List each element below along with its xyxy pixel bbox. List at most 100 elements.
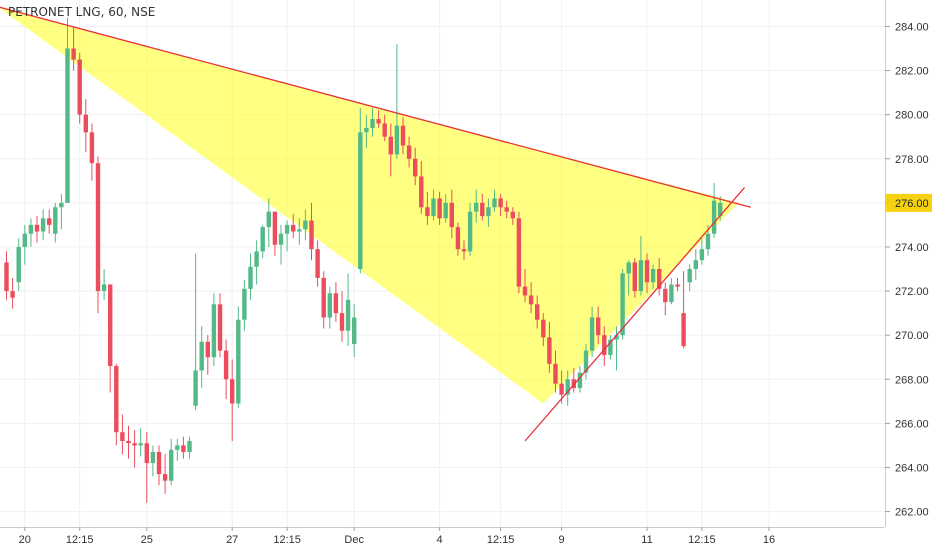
candle-up [40,218,46,232]
candle-up [345,299,351,331]
x-tick-label: 12:15 [66,534,94,546]
candle-down [547,337,552,364]
candle-down [89,132,95,164]
candle-down [675,284,680,287]
candle-down [71,48,76,60]
y-tick-label: 264.00 [895,462,929,474]
candle-up [467,211,473,252]
x-tick-label: 25 [141,534,153,546]
candle-down [632,262,637,292]
candle-up [565,379,570,395]
candle-down [681,313,686,347]
candle-down [132,443,137,446]
candle-down [114,366,119,433]
candle-up [199,341,204,371]
candle-down [321,277,326,318]
candle-down [516,218,522,287]
candle-up [65,48,70,203]
interval-label: 60 [108,5,124,19]
candle-down [205,341,210,358]
candle-down [461,249,467,252]
candle-up [260,227,265,252]
candle-up [474,202,479,212]
candle-up [699,249,705,261]
y-tick-label: 268.00 [895,374,929,386]
candle-up [358,132,363,270]
candle-up [364,127,369,133]
price-axis[interactable] [885,0,932,550]
candle-up [175,445,180,450]
candle-down [156,452,162,475]
candle-down [413,158,418,177]
resistance-trendline[interactable] [0,6,751,208]
candle-up [620,273,625,336]
x-tick-label: 12:15 [688,534,716,546]
candle-down [309,220,314,250]
candle-up [193,370,198,406]
symbol-name: PETRONET LNG [8,5,101,19]
current-price-label: 276.00 [895,198,929,210]
candle-down [657,269,662,289]
y-tick-label: 278.00 [895,154,929,166]
x-tick-label: 27 [226,534,238,546]
candle-up [370,119,375,128]
candle-up [705,233,711,250]
candle-up [608,339,613,356]
candle-up [242,288,247,320]
triangle-pattern-fill [0,7,739,404]
y-tick-label: 284.00 [895,21,929,33]
candle-up [431,198,436,217]
candle-down [596,317,601,336]
x-tick-label: 16 [763,534,775,546]
candle-up [352,317,357,344]
candle-down [419,176,424,208]
candle-down [144,443,149,464]
candle-up [284,224,290,234]
candle-down [535,304,540,320]
candle-down [108,284,113,367]
candle-up [187,441,192,453]
x-tick-label: 12:15 [487,534,515,546]
candle-down [230,379,235,404]
candle-down [376,119,381,124]
y-tick-label: 266.00 [895,418,929,430]
candle-up [211,304,217,358]
candle-up [169,449,174,481]
candle-up [589,317,595,351]
candle-up [248,266,253,289]
candle-down [449,202,454,228]
y-tick-label: 270.00 [895,330,929,342]
candle-down [120,432,125,442]
candle-down [498,198,503,208]
candle-down [425,207,430,217]
candle-up [577,372,583,389]
candle-up [443,202,448,219]
candle-down [602,335,607,356]
candle-up [650,269,656,283]
x-tick-label: 9 [559,534,565,546]
candle-up [138,443,143,446]
candle-down [644,260,650,283]
candle-up [711,200,717,234]
exchange-label: NSE [131,5,156,19]
candle-down [162,474,168,481]
candle-up [693,260,698,270]
candle-down [10,291,15,298]
support-trendline[interactable] [524,187,746,442]
time-axis[interactable] [0,527,932,550]
candle-down [126,441,131,444]
candle-down [4,262,9,292]
candle-up [669,284,674,303]
candle-up [614,335,619,340]
candle-down [504,207,509,212]
candle-down [455,227,461,250]
candle-up [327,293,332,318]
candle-down [83,114,88,133]
x-tick-label: Dec [344,534,364,546]
candle-down [272,211,278,245]
candle-up [59,202,64,208]
candle-down [315,249,320,278]
candle-down [541,319,546,338]
